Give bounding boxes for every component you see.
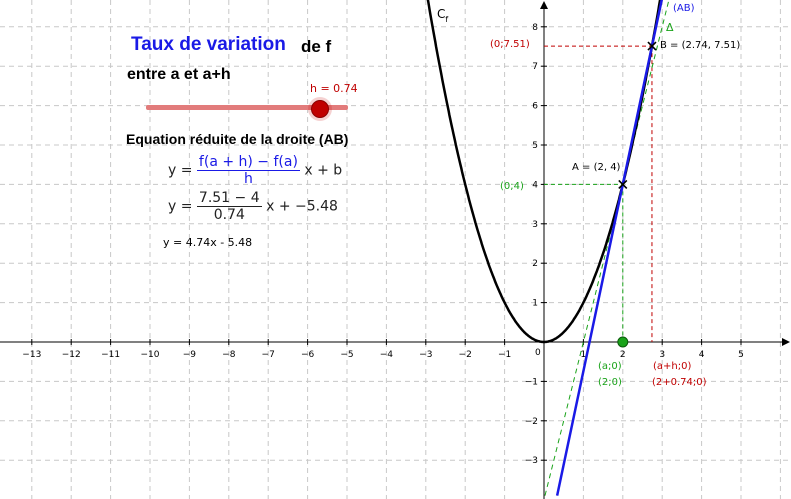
equation-numeric-lhs: y =: [168, 198, 193, 215]
x-tick-label: 1: [581, 350, 587, 360]
point-marker-stroke: [647, 41, 657, 51]
line-ab-label: (AB): [673, 3, 695, 14]
x-tick-label: 5: [738, 350, 744, 360]
equation-general: y = f(a + h) − f(a) h x + b: [168, 154, 342, 187]
y-tick-label: 6: [532, 102, 538, 112]
y-tick-label: −1: [525, 377, 538, 387]
slope-numeric-denominator: 0.74: [213, 207, 245, 223]
x-tick-label: −9: [183, 350, 197, 360]
x-axis-arrow: [782, 338, 790, 346]
slope-formula-numerator: f(a + h) − f(a): [196, 154, 300, 171]
point-a[interactable]: [618, 179, 628, 189]
curve-label: Cf: [437, 7, 448, 24]
point-marker-stroke: [618, 179, 628, 189]
title-interval: entre a et a+h: [127, 66, 231, 83]
point-b-label: B = (2.74, 7.51): [660, 40, 740, 51]
slope-numeric-numerator: 7.51 − 4: [196, 190, 262, 207]
a-x-projection-label: (a;0): [598, 361, 622, 372]
title-of-f: de f: [301, 37, 332, 56]
b-y-projection-label: (0;7.51): [490, 39, 530, 50]
b-x-value-label: (2+0.74;0): [652, 377, 707, 388]
y-tick-label: 7: [532, 62, 538, 72]
slider-value-label: h = 0.74: [310, 82, 358, 95]
x-tick-label: −7: [262, 350, 275, 360]
a-x-value-label: (2;0): [598, 377, 622, 388]
x-tick-label: 3: [659, 350, 665, 360]
a-y-projection-label: (0;4): [500, 181, 524, 192]
x-tick-label: 2: [620, 350, 626, 360]
slope-formula-denominator: h: [243, 171, 253, 187]
y-tick-label: 3: [532, 220, 538, 230]
equation-result: y = 4.74x - 5.48: [163, 236, 253, 249]
title-rate-of-change: Taux de variation: [131, 34, 286, 55]
slope-numeric-fraction: 7.51 − 4 0.74: [196, 190, 262, 223]
tangent-line[interactable]: [544, 0, 670, 496]
tangent-label: Δ: [666, 21, 674, 34]
x-tick-label: −1: [498, 350, 511, 360]
y-tick-label: 2: [532, 259, 538, 269]
y-tick-labels: −3 −2 −1 1 2 3 4 5 6 7 8: [525, 23, 547, 466]
equation-numeric-rhs: x + −5.48: [266, 198, 338, 215]
y-tick-label: 1: [532, 299, 538, 309]
equation-numeric: y = 7.51 − 4 0.74 x + −5.48: [168, 190, 338, 223]
y-tick-label: −2: [525, 417, 538, 427]
x-tick-label: −13: [22, 350, 41, 360]
equation-general-rhs: x + b: [304, 162, 343, 179]
point-b[interactable]: [647, 41, 657, 51]
x-tick-labels: −13 −12 −11 −10 −9 −8 −7 −6 −5 −4 −3 −2 −1 1 2 3 4 5: [22, 339, 744, 360]
slope-formula-fraction: f(a + h) − f(a) h: [196, 154, 300, 187]
point-a-on-x-axis[interactable]: [617, 336, 629, 348]
y-tick-label: 8: [532, 23, 538, 33]
x-tick-label: −12: [62, 350, 81, 360]
x-tick-label: −8: [222, 350, 236, 360]
y-tick-label: 4: [532, 180, 538, 190]
h-slider-knob[interactable]: [311, 100, 329, 118]
x-tick-label: −11: [101, 350, 120, 360]
equation-general-lhs: y =: [168, 162, 193, 179]
x-tick-label: −4: [380, 350, 394, 360]
y-tick-label: 5: [532, 141, 538, 151]
point-a-label: A = (2, 4): [572, 162, 621, 173]
x-tick-label: −3: [419, 350, 432, 360]
x-tick-label: −5: [340, 350, 353, 360]
b-x-projection-label: (a+h;0): [653, 361, 691, 372]
curve-label-main: C: [437, 7, 445, 21]
x-tick-label: 4: [699, 350, 705, 360]
y-axis-arrow: [540, 1, 548, 9]
x-tick-label: −2: [459, 350, 472, 360]
curve-label-sub: f: [445, 15, 448, 24]
origin-label: 0: [535, 348, 541, 358]
line-ab[interactable]: [555, 0, 663, 496]
x-tick-label: −6: [301, 350, 315, 360]
equation-heading: Equation réduite de la droite (AB): [126, 131, 349, 147]
h-slider-track[interactable]: [146, 105, 348, 110]
y-tick-label: −3: [525, 456, 538, 466]
x-tick-label: −10: [141, 350, 160, 360]
